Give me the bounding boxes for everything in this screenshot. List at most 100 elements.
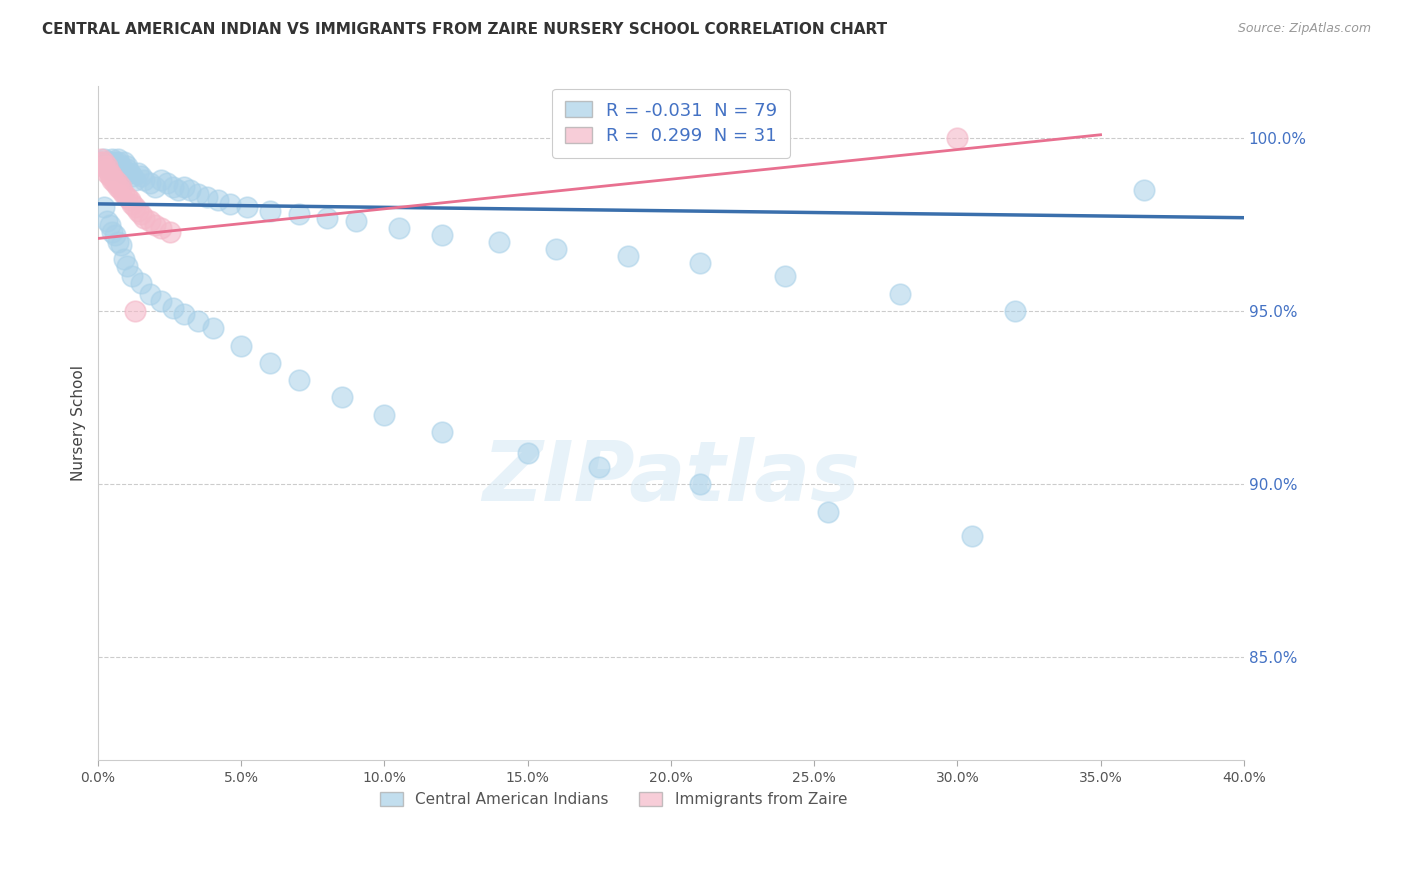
Point xyxy=(127,166,149,180)
Point xyxy=(236,200,259,214)
Point xyxy=(107,179,129,194)
Point xyxy=(118,166,141,180)
Point xyxy=(121,197,143,211)
Point xyxy=(817,504,839,518)
Point xyxy=(287,207,309,221)
Point xyxy=(96,155,118,169)
Point xyxy=(98,166,121,180)
Text: ZIPatlas: ZIPatlas xyxy=(482,437,860,517)
Point xyxy=(689,476,711,491)
Point xyxy=(98,169,121,184)
Point xyxy=(588,459,610,474)
Point xyxy=(889,286,911,301)
Point xyxy=(259,203,281,218)
Point xyxy=(124,200,146,214)
Point xyxy=(201,321,224,335)
Point xyxy=(110,159,132,173)
Point xyxy=(373,408,395,422)
Point xyxy=(127,203,149,218)
Point xyxy=(173,308,195,322)
Point xyxy=(124,172,146,186)
Point xyxy=(546,242,568,256)
Point xyxy=(159,225,181,239)
Point xyxy=(162,301,184,315)
Point xyxy=(132,172,155,186)
Point xyxy=(96,214,118,228)
Point xyxy=(112,155,135,169)
Point xyxy=(101,159,124,173)
Point xyxy=(112,166,135,180)
Point xyxy=(960,529,983,543)
Point xyxy=(138,214,160,228)
Point xyxy=(93,152,115,166)
Point xyxy=(96,159,118,173)
Point xyxy=(195,190,218,204)
Text: CENTRAL AMERICAN INDIAN VS IMMIGRANTS FROM ZAIRE NURSERY SCHOOL CORRELATION CHAR: CENTRAL AMERICAN INDIAN VS IMMIGRANTS FR… xyxy=(42,22,887,37)
Point xyxy=(104,172,127,186)
Point xyxy=(104,227,127,242)
Point xyxy=(115,259,138,273)
Point xyxy=(775,269,797,284)
Point xyxy=(115,159,138,173)
Point xyxy=(115,190,138,204)
Point xyxy=(316,211,339,225)
Legend: Central American Indians, Immigrants from Zaire: Central American Indians, Immigrants fro… xyxy=(374,786,853,814)
Point xyxy=(90,152,112,166)
Point xyxy=(129,207,152,221)
Text: Source: ZipAtlas.com: Source: ZipAtlas.com xyxy=(1237,22,1371,36)
Point xyxy=(121,269,143,284)
Point xyxy=(162,179,184,194)
Point xyxy=(231,338,253,352)
Point xyxy=(617,249,640,263)
Point xyxy=(93,159,115,173)
Point xyxy=(173,179,195,194)
Point xyxy=(138,176,160,190)
Point xyxy=(330,391,353,405)
Point xyxy=(96,159,118,173)
Point xyxy=(129,169,152,184)
Point xyxy=(98,218,121,232)
Point xyxy=(112,252,135,267)
Point xyxy=(115,162,138,177)
Point xyxy=(124,304,146,318)
Point xyxy=(150,172,173,186)
Point xyxy=(287,373,309,387)
Point xyxy=(96,162,118,177)
Point xyxy=(101,152,124,166)
Point xyxy=(110,179,132,194)
Point xyxy=(132,211,155,225)
Point xyxy=(430,227,453,242)
Point xyxy=(187,186,209,201)
Point xyxy=(101,225,124,239)
Point xyxy=(143,179,166,194)
Point xyxy=(150,221,173,235)
Point xyxy=(98,155,121,169)
Point xyxy=(143,218,166,232)
Point xyxy=(107,235,129,249)
Point xyxy=(96,166,118,180)
Point xyxy=(516,446,538,460)
Point xyxy=(121,169,143,184)
Point xyxy=(101,172,124,186)
Point xyxy=(110,238,132,252)
Point xyxy=(1132,183,1154,197)
Point xyxy=(110,162,132,177)
Point xyxy=(90,155,112,169)
Point xyxy=(104,155,127,169)
Point xyxy=(689,255,711,269)
Point xyxy=(1004,304,1026,318)
Point xyxy=(167,183,190,197)
Point xyxy=(259,356,281,370)
Point xyxy=(104,176,127,190)
Point xyxy=(104,162,127,177)
Point xyxy=(110,183,132,197)
Point xyxy=(98,162,121,177)
Point xyxy=(138,286,160,301)
Y-axis label: Nursery School: Nursery School xyxy=(72,366,86,482)
Point xyxy=(93,155,115,169)
Point xyxy=(93,200,115,214)
Point xyxy=(112,186,135,201)
Point xyxy=(118,194,141,208)
Point xyxy=(179,183,201,197)
Point xyxy=(101,169,124,184)
